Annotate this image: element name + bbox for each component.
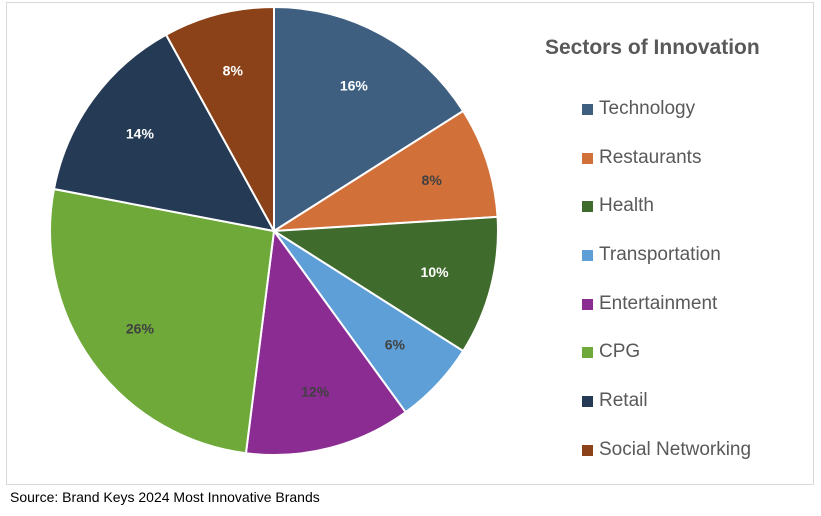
legend-item-restaurants: Restaurants [582, 145, 751, 194]
legend-item-entertainment: Entertainment [582, 291, 751, 340]
pie-slice-social-networking [164, 5, 275, 232]
data-label-health: 10% [421, 264, 450, 280]
legend-label-transportation: Transportation [599, 244, 721, 266]
legend-swatch-health [582, 201, 593, 213]
pie-slice-health [270, 215, 499, 353]
legend-label-technology: Technology [599, 98, 696, 119]
legend-item-cpg: CPG [582, 339, 751, 388]
data-label-retail: 14% [126, 126, 155, 142]
legend-item-health: Health [582, 193, 751, 242]
legend-label-restaurants: Restaurants [599, 146, 702, 168]
legend-label-health: Health [599, 195, 654, 217]
data-label-cpg: 26% [126, 320, 155, 336]
pie-slice-cpg [49, 187, 276, 455]
legend-swatch-cpg [582, 347, 593, 359]
legend-label-cpg: CPG [599, 341, 641, 363]
data-label-technology: 16% [340, 78, 369, 94]
legend: Technology Restaurants Health Transporta… [582, 96, 751, 486]
legend-swatch-transportation [582, 250, 593, 262]
legend-swatch-restaurants [582, 152, 593, 164]
legend-item-social-networking: Social Networking [582, 437, 751, 486]
data-label-social-networking: 8% [223, 62, 244, 78]
legend-swatch-social-networking [582, 444, 593, 456]
legend-swatch-technology [582, 104, 593, 115]
data-label-transportation: 6% [385, 336, 406, 352]
data-label-entertainment: 12% [301, 384, 330, 400]
pie-slice-retail [52, 33, 276, 233]
legend-swatch-retail [582, 396, 593, 408]
data-label-restaurants: 8% [422, 172, 443, 188]
legend-item-retail: Retail [582, 388, 751, 437]
source-note: Source: Brand Keys 2024 Most Innovative … [10, 489, 320, 505]
legend-label-social-networking: Social Networking [599, 438, 752, 460]
legend-title: Sectors of Innovation [545, 36, 760, 59]
pie-slice-restaurants [273, 109, 499, 232]
pie-slice-entertainment [244, 228, 408, 456]
legend-swatch-entertainment [582, 298, 593, 310]
pie-slice-technology [273, 5, 465, 233]
legend-label-retail: Retail [599, 390, 648, 412]
legend-item-transportation: Transportation [582, 242, 751, 291]
legend-label-entertainment: Entertainment [599, 292, 718, 314]
legend-item-technology: Technology [582, 96, 751, 145]
